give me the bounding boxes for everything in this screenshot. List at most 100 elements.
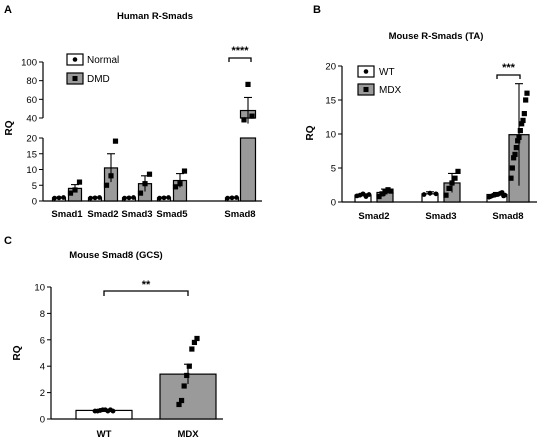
- dmd-data-point: [249, 113, 255, 119]
- dmd-data-point: [76, 179, 83, 185]
- legend-wt-marker: [363, 69, 369, 74]
- mdx-data-point: [516, 134, 522, 140]
- y-tick-label: 80: [26, 76, 37, 87]
- mdx-data-point: [509, 165, 515, 171]
- mdx-data-point: [181, 383, 187, 389]
- normal-data-point: [234, 195, 239, 200]
- panel-b-letter: B: [313, 4, 321, 16]
- legend-wt-label: WT: [379, 67, 395, 78]
- significance-label: **: [142, 279, 151, 291]
- normal-data-point: [157, 195, 162, 201]
- mdx-data-point: [194, 335, 200, 342]
- normal-data-point: [161, 195, 167, 201]
- mdx-data-point: [519, 121, 525, 127]
- normal-data-point: [52, 195, 57, 201]
- y-tick-label: 40: [26, 114, 37, 125]
- wt-data-point: [427, 190, 433, 196]
- normal-data-point: [61, 195, 66, 200]
- mdx-data-point: [385, 187, 391, 193]
- significance-label: ****: [231, 45, 249, 57]
- x-category-label: MDX: [177, 429, 199, 440]
- mdx-data-point: [452, 175, 458, 181]
- mdx-data-point: [443, 192, 449, 198]
- dmd-data-point: [177, 181, 183, 187]
- dmd-data-point: [112, 138, 119, 144]
- normal-data-point: [229, 195, 235, 201]
- y-tick-label: 15: [325, 96, 336, 107]
- y-tick-label: 8: [40, 309, 45, 320]
- dmd-data-point: [172, 184, 179, 190]
- x-category-label: Smad8: [224, 209, 255, 220]
- legend-normal-marker: [72, 57, 78, 62]
- mdx-data-point: [191, 339, 198, 346]
- mdx-data-point: [508, 175, 514, 181]
- y-tick-label: 6: [40, 335, 45, 346]
- mdx-data-point: [511, 155, 517, 161]
- panel-b-legend: WT MDX: [357, 65, 402, 96]
- dmd-data-point: [103, 182, 110, 188]
- wt-data-point: [421, 192, 427, 197]
- normal-data-point: [122, 195, 127, 201]
- mdx-data-point: [379, 191, 385, 197]
- mdx-data-point: [521, 111, 527, 117]
- dmd-bar-lower: [239, 137, 257, 202]
- panel-b-significance: ***: [496, 62, 521, 79]
- x-category-label: WT: [97, 429, 112, 440]
- mdx-data-point: [376, 193, 382, 200]
- y-tick-label: 2: [40, 388, 45, 399]
- panel-b: B Mouse R-Smads (TA) RQ 0 5 10 15 20 Smad2 Sma…: [305, 4, 537, 222]
- panel-c-y-axis-label: RQ: [12, 345, 23, 360]
- mdx-data-point: [449, 180, 455, 186]
- panel-a-legend: Normal DMD: [66, 53, 119, 85]
- normal-data-point: [88, 195, 93, 201]
- x-category-label: Smad2: [87, 209, 118, 220]
- mdx-data-point: [515, 138, 521, 144]
- mdx-data-point: [446, 185, 452, 191]
- panel-a-letter: A: [4, 4, 12, 16]
- mdx-data-point: [455, 168, 461, 174]
- x-category-label: Smad2: [358, 211, 389, 222]
- normal-data-point: [92, 195, 98, 201]
- panel-b-title: Mouse R-Smads (TA): [389, 31, 484, 42]
- mdx-data-point: [513, 145, 519, 151]
- normal-data-point: [126, 195, 132, 201]
- y-tick-label: 5: [331, 164, 336, 175]
- normal-data-point: [166, 195, 171, 200]
- normal-data-point: [56, 195, 62, 201]
- dmd-data-point: [108, 173, 114, 179]
- y-tick-label: 20: [325, 62, 336, 73]
- y-tick-label: 0: [40, 415, 45, 426]
- mdx-data-point: [176, 401, 182, 408]
- x-category-label: Smad8: [492, 211, 523, 222]
- mdx-data-point: [524, 90, 530, 96]
- y-tick-label: 10: [325, 130, 336, 141]
- mdx-data-point: [186, 363, 192, 369]
- mdx-data-point: [512, 151, 518, 157]
- wt-data-point: [366, 192, 372, 197]
- x-category-label: Smad5: [156, 209, 188, 220]
- legend-mdx-marker: [363, 87, 369, 92]
- y-tick-label: 4: [40, 362, 45, 373]
- wt-data-point: [110, 408, 116, 414]
- significance-bracket: [228, 57, 252, 62]
- x-category-label: Smad3: [121, 209, 152, 220]
- wt-data-point: [433, 191, 439, 197]
- y-tick-label: 10: [26, 165, 37, 176]
- dmd-data-point: [67, 190, 74, 196]
- mdx-data-point: [382, 189, 388, 195]
- normal-data-point: [97, 195, 102, 200]
- x-category-label: Smad1: [51, 209, 83, 220]
- y-tick-label: 0: [331, 198, 336, 209]
- y-tick-label: 60: [26, 95, 37, 106]
- dmd-data-point: [72, 187, 78, 193]
- y-tick-label: 20: [26, 134, 37, 145]
- panel-a-significance: ****: [228, 45, 252, 62]
- y-tick-label: 15: [26, 149, 37, 160]
- y-tick-label: 0: [32, 197, 37, 208]
- mdx-data-point: [523, 97, 529, 103]
- dmd-data-point: [137, 190, 144, 196]
- normal-data-point: [225, 195, 230, 201]
- panel-b-y-axis-label: RQ: [305, 125, 316, 140]
- legend-dmd-marker: [72, 76, 78, 81]
